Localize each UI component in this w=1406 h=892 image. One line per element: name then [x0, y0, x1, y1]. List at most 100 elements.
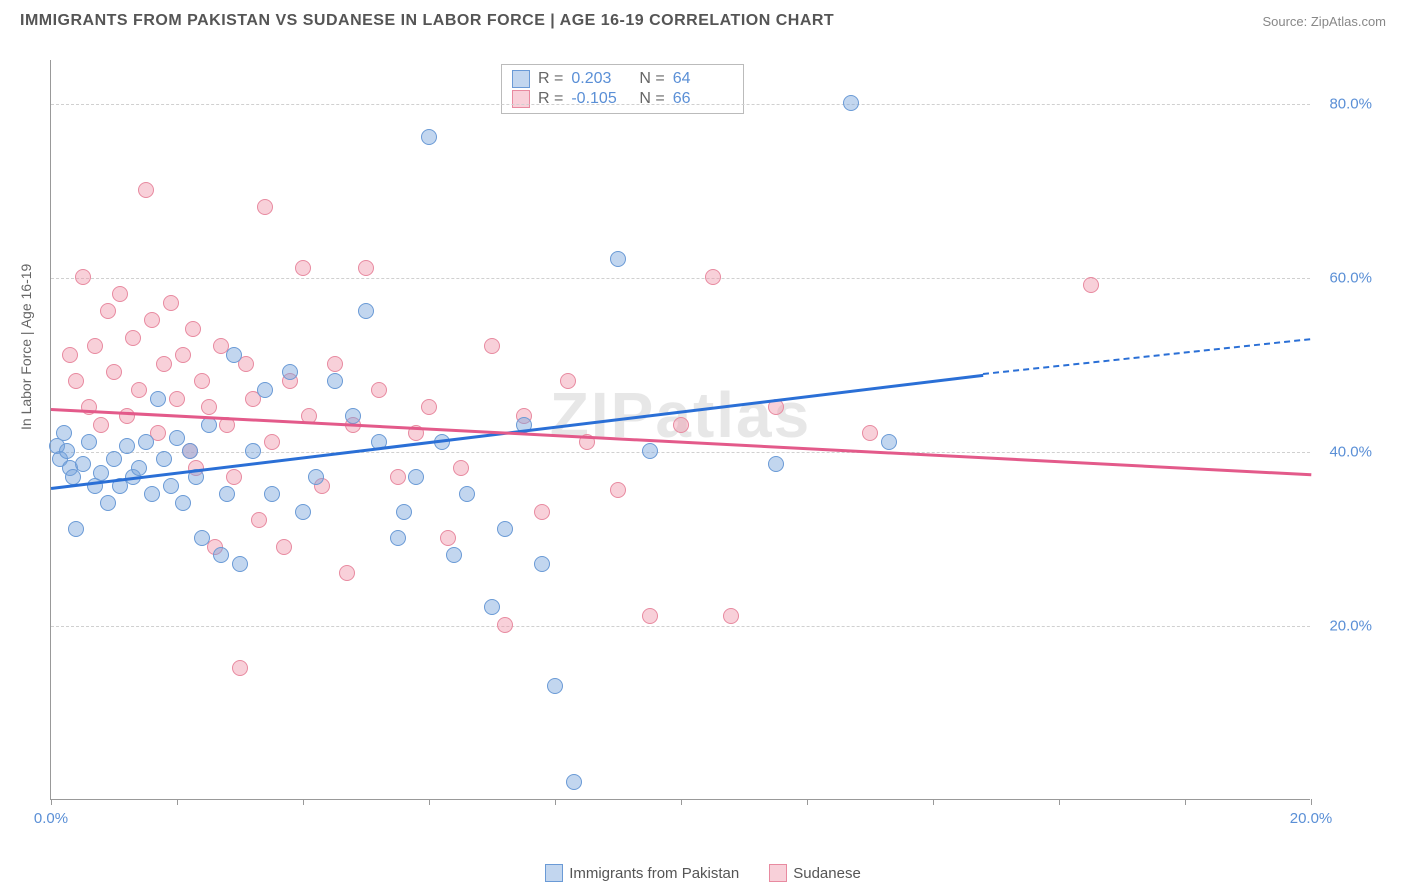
series-legend: Immigrants from Pakistan Sudanese — [0, 864, 1406, 882]
scatter-point-sudanese — [226, 469, 242, 485]
scatter-point-pakistan — [100, 495, 116, 511]
n-label: N = — [639, 90, 664, 108]
scatter-point-pakistan — [345, 408, 361, 424]
scatter-point-pakistan — [610, 251, 626, 267]
scatter-point-pakistan — [396, 504, 412, 520]
scatter-point-pakistan — [390, 530, 406, 546]
grid-line-horizontal — [51, 626, 1310, 627]
scatter-point-sudanese — [484, 338, 500, 354]
scatter-point-pakistan — [534, 556, 550, 572]
scatter-point-sudanese — [264, 434, 280, 450]
legend-swatch — [545, 864, 563, 882]
legend-swatch — [512, 70, 530, 88]
scatter-point-sudanese — [169, 391, 185, 407]
scatter-point-pakistan — [156, 451, 172, 467]
scatter-point-pakistan — [150, 391, 166, 407]
scatter-point-sudanese — [642, 608, 658, 624]
legend-item: Immigrants from Pakistan — [545, 864, 739, 882]
scatter-point-sudanese — [276, 539, 292, 555]
x-tick-mark — [1311, 799, 1312, 805]
scatter-point-pakistan — [163, 478, 179, 494]
scatter-point-pakistan — [169, 430, 185, 446]
scatter-point-pakistan — [59, 443, 75, 459]
scatter-point-sudanese — [75, 269, 91, 285]
scatter-point-sudanese — [62, 347, 78, 363]
scatter-point-sudanese — [440, 530, 456, 546]
y-tick-label: 40.0% — [1329, 443, 1372, 460]
scatter-point-sudanese — [358, 260, 374, 276]
scatter-point-pakistan — [219, 486, 235, 502]
scatter-point-pakistan — [194, 530, 210, 546]
scatter-point-pakistan — [75, 456, 91, 472]
scatter-point-sudanese — [175, 347, 191, 363]
scatter-point-sudanese — [119, 408, 135, 424]
scatter-point-pakistan — [327, 373, 343, 389]
scatter-point-pakistan — [131, 460, 147, 476]
scatter-point-pakistan — [282, 364, 298, 380]
x-tick-mark — [933, 799, 934, 805]
scatter-point-pakistan — [232, 556, 248, 572]
scatter-point-sudanese — [232, 660, 248, 676]
legend-label: Sudanese — [793, 865, 861, 882]
grid-line-horizontal — [51, 452, 1310, 453]
legend-label: Immigrants from Pakistan — [569, 865, 739, 882]
scatter-point-pakistan — [201, 417, 217, 433]
scatter-point-sudanese — [251, 512, 267, 528]
chart-title: IMMIGRANTS FROM PAKISTAN VS SUDANESE IN … — [20, 12, 834, 30]
n-value: 66 — [673, 90, 733, 108]
scatter-point-sudanese — [673, 417, 689, 433]
scatter-point-pakistan — [226, 347, 242, 363]
scatter-point-sudanese — [862, 425, 878, 441]
scatter-chart: ZIPatlas R =0.203N =64R =-0.105N =66 20.… — [50, 60, 1310, 800]
legend-swatch — [769, 864, 787, 882]
x-tick-mark — [1185, 799, 1186, 805]
scatter-point-sudanese — [610, 482, 626, 498]
scatter-point-sudanese — [1083, 277, 1099, 293]
scatter-point-pakistan — [497, 521, 513, 537]
scatter-point-sudanese — [371, 382, 387, 398]
scatter-point-pakistan — [257, 382, 273, 398]
x-tick-mark — [1059, 799, 1060, 805]
stats-legend-row: R =-0.105N =66 — [512, 89, 733, 109]
x-tick-mark — [429, 799, 430, 805]
scatter-point-pakistan — [547, 678, 563, 694]
scatter-point-pakistan — [843, 95, 859, 111]
x-tick-label: 0.0% — [34, 810, 68, 827]
scatter-point-sudanese — [421, 399, 437, 415]
scatter-point-sudanese — [453, 460, 469, 476]
scatter-point-sudanese — [194, 373, 210, 389]
scatter-point-sudanese — [156, 356, 172, 372]
scatter-point-sudanese — [106, 364, 122, 380]
scatter-point-pakistan — [768, 456, 784, 472]
scatter-point-pakistan — [459, 486, 475, 502]
scatter-point-sudanese — [93, 417, 109, 433]
scatter-point-pakistan — [144, 486, 160, 502]
scatter-point-pakistan — [421, 129, 437, 145]
y-tick-label: 80.0% — [1329, 95, 1372, 112]
r-label: R = — [538, 90, 563, 108]
scatter-point-pakistan — [245, 443, 261, 459]
trend-line-extrapolated — [983, 339, 1311, 376]
scatter-point-sudanese — [723, 608, 739, 624]
scatter-point-pakistan — [308, 469, 324, 485]
scatter-point-sudanese — [81, 399, 97, 415]
y-tick-label: 60.0% — [1329, 269, 1372, 286]
scatter-point-pakistan — [642, 443, 658, 459]
scatter-point-pakistan — [182, 443, 198, 459]
scatter-point-sudanese — [257, 199, 273, 215]
correlation-stats-legend: R =0.203N =64R =-0.105N =66 — [501, 64, 744, 114]
scatter-point-sudanese — [68, 373, 84, 389]
x-tick-mark — [555, 799, 556, 805]
x-tick-mark — [807, 799, 808, 805]
x-tick-mark — [177, 799, 178, 805]
scatter-point-pakistan — [881, 434, 897, 450]
grid-line-horizontal — [51, 104, 1310, 105]
grid-line-horizontal — [51, 278, 1310, 279]
x-tick-mark — [303, 799, 304, 805]
scatter-point-sudanese — [295, 260, 311, 276]
r-label: R = — [538, 70, 563, 88]
scatter-point-sudanese — [138, 182, 154, 198]
scatter-point-sudanese — [497, 617, 513, 633]
scatter-point-pakistan — [68, 521, 84, 537]
scatter-point-sudanese — [339, 565, 355, 581]
